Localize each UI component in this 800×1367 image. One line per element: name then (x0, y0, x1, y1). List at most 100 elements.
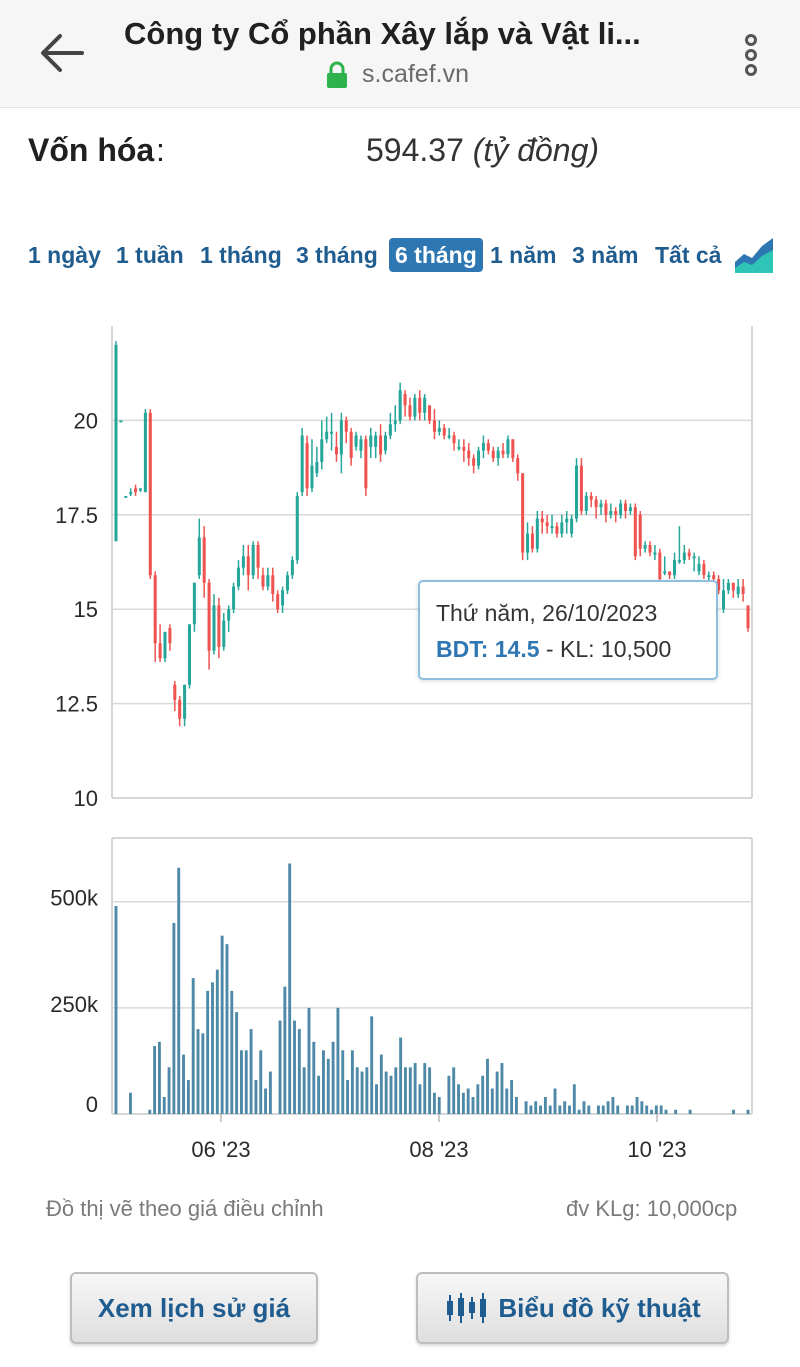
volume-bar (654, 1105, 658, 1114)
candle-body (418, 397, 422, 413)
price-history-button[interactable]: Xem lịch sử giá (70, 1272, 318, 1344)
volume-bar (302, 1067, 306, 1114)
candle-body (707, 575, 711, 578)
range-tab-6-months[interactable]: 6 tháng (389, 238, 483, 272)
candle-body (163, 631, 167, 659)
x-tick-label: 06 '23 (191, 1137, 250, 1162)
volume-bar (650, 1109, 653, 1114)
candle-body (712, 575, 716, 579)
candle-body (442, 427, 446, 436)
price-tick-label: 10 (74, 786, 98, 811)
range-tab-1-week[interactable]: 1 tuần (116, 242, 184, 268)
candle-body (668, 571, 672, 576)
volume-bar (394, 1067, 398, 1114)
candle-body (726, 582, 730, 591)
volume-bar (114, 905, 118, 1114)
volume-bar (350, 1050, 354, 1114)
candle-body (295, 495, 299, 561)
candle-body (491, 450, 495, 459)
url-bar: s.cafef.vn (326, 60, 469, 89)
candle-body (437, 427, 441, 432)
candle-body (692, 556, 696, 559)
candle-body (619, 503, 623, 515)
candle-body (530, 533, 534, 549)
volume-bar (510, 1080, 514, 1114)
volume-bar (558, 1105, 562, 1114)
volume-bar (346, 1080, 350, 1114)
candle-body (261, 575, 265, 587)
range-tab-3-years[interactable]: 3 năm (572, 242, 639, 268)
candlestick-icon (447, 1293, 487, 1323)
volume-bar (307, 1007, 311, 1114)
candle-body (462, 446, 466, 451)
volume-bar (196, 1029, 200, 1114)
volume-bar (635, 1097, 639, 1114)
volume-bar (553, 1088, 557, 1114)
candle-body (266, 575, 270, 587)
volume-unit-note: đv KLg: 10,000cp (566, 1196, 738, 1221)
range-tab-1-year[interactable]: 1 năm (490, 242, 557, 268)
range-tab-all[interactable]: Tất cả (655, 242, 722, 268)
volume-bar (577, 1109, 581, 1114)
candle-body (138, 488, 143, 491)
range-tab-3-months[interactable]: 3 tháng (296, 242, 378, 268)
volume-bar (413, 1063, 417, 1114)
candle-body (609, 511, 613, 515)
tooltip-price: BDT: 14.5 (436, 636, 540, 662)
candle-body (310, 465, 314, 489)
volume-bar (505, 1088, 509, 1114)
candle-body (246, 556, 250, 576)
volume-bar (244, 1050, 248, 1114)
candle-body (535, 518, 539, 549)
volume-bar (481, 1075, 485, 1114)
volume-bar (177, 867, 181, 1114)
candle-body (423, 397, 427, 413)
candle-body (565, 518, 569, 523)
candle-body (359, 439, 363, 451)
candle-body (687, 552, 691, 557)
candle-body (212, 605, 216, 651)
candle-body (305, 443, 309, 489)
candle-body (383, 435, 387, 451)
volume-bar (688, 1109, 692, 1114)
range-tab-1-month[interactable]: 1 tháng (200, 242, 282, 268)
candle-body (408, 405, 412, 417)
candle-body (285, 575, 289, 591)
price-history-label: Xem lịch sử giá (97, 1292, 291, 1323)
more-menu-icon[interactable] (736, 30, 766, 80)
volume-bar (399, 1037, 403, 1114)
volume-bar (645, 1105, 649, 1114)
volume-bar (283, 986, 287, 1114)
candle-body (222, 620, 226, 647)
volume-bar (524, 1101, 528, 1114)
candle-body (173, 684, 177, 700)
volume-bar (322, 1050, 325, 1114)
range-tab-1-day[interactable]: 1 ngày (28, 242, 101, 268)
volume-tick-label: 0 (86, 1092, 98, 1117)
volume-bar (568, 1105, 571, 1114)
candle-body (178, 699, 182, 719)
volume-bar (471, 1097, 475, 1114)
volume-bar (428, 1067, 432, 1114)
candle-body (354, 435, 358, 447)
volume-bar (375, 1084, 378, 1114)
technical-chart-label: Biểu đồ kỹ thuật (498, 1292, 701, 1323)
volume-bar (278, 1020, 282, 1114)
candle-body (251, 545, 255, 576)
volume-bar (534, 1101, 538, 1114)
candle-body (207, 582, 211, 651)
volume-bar (259, 1050, 263, 1114)
candle-body (330, 431, 334, 434)
price-tick-label: 15 (74, 597, 98, 622)
candle-body (486, 443, 490, 451)
back-arrow-icon[interactable] (36, 30, 86, 76)
volume-bar (572, 1084, 576, 1114)
volume-bar (640, 1101, 644, 1114)
volume-bar (664, 1109, 668, 1114)
candle-body (148, 412, 152, 576)
candle-body (496, 450, 500, 459)
area-chart-icon[interactable] (734, 236, 774, 274)
candle-body (334, 446, 338, 455)
candle-body (589, 495, 593, 500)
technical-chart-button[interactable]: Biểu đồ kỹ thuật (416, 1272, 729, 1344)
